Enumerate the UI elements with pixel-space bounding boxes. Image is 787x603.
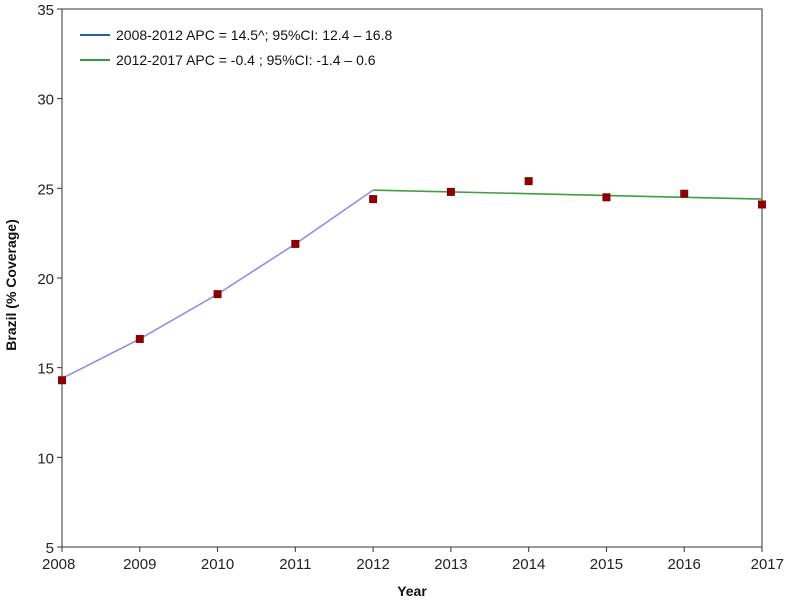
y-tick-label-4: 25 — [37, 181, 54, 198]
x-tick-label-6: 2014 — [512, 556, 545, 573]
data-point-2012 — [369, 195, 378, 204]
x-tick-label-5: 2013 — [434, 556, 467, 573]
legend-label-segment-1: 2008-2012 APC = 14.5^; 95%CI: 12.4 – 16.… — [116, 27, 392, 43]
legend-label-segment-2: 2012-2017 APC = -0.4 ; 95%CI: -1.4 – 0.6 — [116, 52, 376, 68]
x-axis-label: Year — [397, 583, 427, 599]
data-point-2015 — [602, 193, 611, 202]
y-tick-label-1: 10 — [37, 450, 54, 467]
data-point-2016 — [680, 189, 689, 198]
y-axis-ticks: 5 10 15 20 25 30 35 — [37, 2, 62, 557]
observed-points — [58, 177, 766, 385]
x-tick-label-9: 2017 — [751, 556, 784, 573]
data-point-2008 — [58, 376, 66, 385]
plot-frame — [61, 8, 763, 548]
y-tick-label-0: 5 — [46, 540, 54, 557]
x-tick-label-3: 2011 — [279, 556, 311, 573]
x-tick-label-7: 2015 — [590, 556, 623, 573]
x-axis-ticks: 2008 2009 2010 2011 2012 2013 2014 2015 2016 2017 — [42, 547, 784, 573]
x-tick-label-4: 2012 — [356, 556, 389, 573]
data-point-2010 — [213, 290, 222, 299]
data-point-2013 — [446, 187, 455, 196]
data-point-2017 — [758, 200, 766, 209]
legend: 2008-2012 APC = 14.5^; 95%CI: 12.4 – 16.… — [80, 27, 392, 68]
y-axis-label: Brazil (% Coverage) — [3, 219, 19, 350]
data-point-2009 — [135, 334, 144, 343]
trend-line-segment-2 — [373, 189, 763, 200]
x-tick-label-2: 2010 — [201, 556, 234, 573]
y-tick-label-6: 35 — [37, 2, 54, 19]
x-tick-label-0: 2008 — [42, 556, 75, 573]
data-point-2011 — [291, 239, 300, 248]
data-point-2014 — [524, 177, 533, 186]
y-tick-label-5: 30 — [37, 92, 54, 109]
y-tick-label-3: 20 — [37, 271, 54, 288]
y-tick-label-2: 15 — [37, 361, 54, 378]
x-tick-label-1: 2009 — [123, 556, 156, 573]
x-tick-label-8: 2016 — [668, 556, 701, 573]
